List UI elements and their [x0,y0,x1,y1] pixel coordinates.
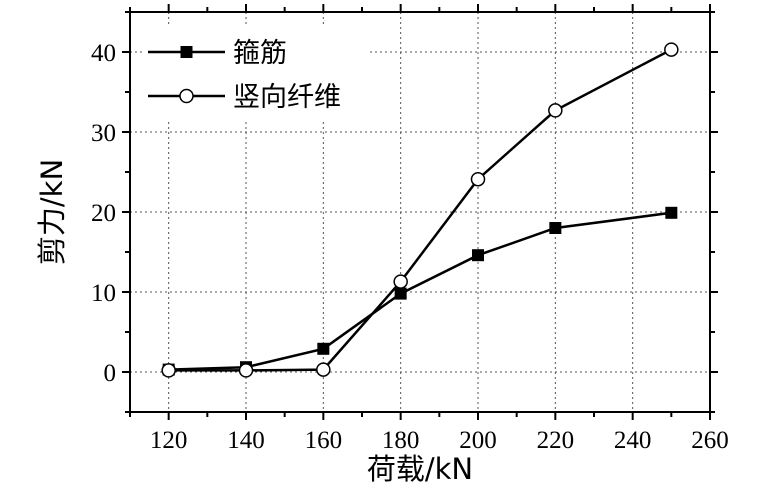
data-point-circle [316,362,331,377]
y-tick-label: 20 [91,200,116,227]
data-point-circle [470,171,486,187]
legend-label: 箍筋 [233,38,287,69]
series-2 [161,42,679,378]
grid [130,12,710,412]
data-point-circle [548,103,563,118]
legend-background [144,26,370,122]
x-tick-label: 200 [459,427,497,454]
x-tick-label: 160 [305,427,343,454]
x-tick-label: 140 [227,427,265,454]
axis-ticks: 120 140 160 180 200 220 240 260 0 10 20 30 40 [91,4,729,454]
legend-label: 竖向纤维 [233,82,341,113]
data-point-square [472,249,484,262]
data-point-square [317,342,330,355]
x-tick-label: 180 [382,427,420,454]
legend-circle-marker [179,88,194,104]
data-point-square [549,222,562,234]
y-tick-label: 10 [91,280,116,307]
x-tick-label: 120 [150,427,188,454]
data-point-circle [664,42,679,57]
x-tick-label: 240 [614,427,652,454]
data-point-circle [238,363,254,378]
series-line [168,211,672,371]
data-point-square [665,206,678,219]
y-tick-label: 30 [91,120,116,147]
legend-square-marker [180,46,193,58]
series-layer [161,42,679,378]
x-tick-label: 220 [537,427,575,454]
data-point-circle [161,363,176,378]
y-tick-label: 0 [104,360,117,387]
x-tick-label: 260 [691,427,729,454]
x-axis-title: 荷载/kN [367,452,473,486]
y-axis-title: 剪力/kN [35,159,69,265]
y-tick-label: 40 [91,40,116,67]
data-point-circle [393,274,408,289]
data-point-square [394,287,407,300]
series-1 [162,206,678,376]
